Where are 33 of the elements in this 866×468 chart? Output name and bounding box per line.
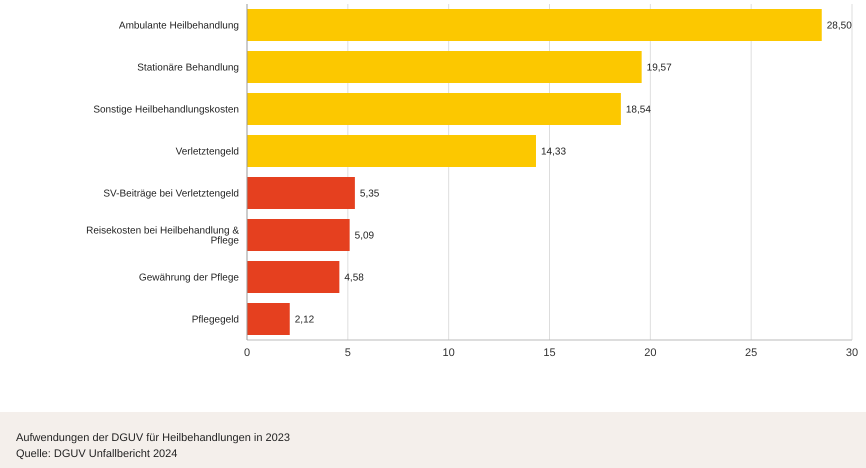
x-tick-label: 30 <box>846 346 858 359</box>
bar <box>247 177 355 210</box>
bar <box>247 9 822 42</box>
bar <box>247 51 642 84</box>
bar <box>247 93 621 126</box>
bar <box>247 135 536 168</box>
source-note: Quelle: DGUV Unfallbericht 2024 <box>16 447 178 462</box>
x-tick-label: 15 <box>543 346 556 359</box>
x-tick-label: 10 <box>442 346 455 359</box>
y-tick-label: Pflegegeld <box>192 314 239 326</box>
y-tick-label: Verletztengeld <box>176 146 239 158</box>
x-tick-label: 0 <box>244 346 250 359</box>
y-tick-label: Stationäre Behandlung <box>137 62 239 74</box>
y-tick-label: Gewährung der Pflege <box>138 272 240 284</box>
data-label: 5,35 <box>360 188 380 200</box>
data-label: 4,58 <box>344 272 364 284</box>
bar <box>247 261 340 294</box>
x-tick-label: 20 <box>644 346 656 359</box>
y-tick-label: Reisekosten bei Heilbehandlung & Pflege <box>86 226 240 247</box>
bar <box>247 219 350 252</box>
data-label: 14,33 <box>540 146 566 158</box>
data-label: 19,57 <box>646 62 672 74</box>
text: Aufwendungen der DGUV für Heilbehandlungen in 2023 <box>16 431 290 446</box>
x-tick-label: 25 <box>745 346 758 359</box>
bar <box>247 303 290 336</box>
data-label: 18,54 <box>626 104 652 116</box>
x-tick-label: 5 <box>344 346 351 359</box>
y-tick-label: SV-Beiträge bei Verletztengeld <box>103 188 239 200</box>
data-label: 5,09 <box>354 230 375 242</box>
data-label: 28,50 <box>826 20 852 32</box>
y-tick-label: Ambulante Heilbehandlung <box>118 20 239 32</box>
y-tick-label: Sonstige Heilbehandlungskosten <box>93 104 239 116</box>
data-label: 2,12 <box>294 314 315 326</box>
